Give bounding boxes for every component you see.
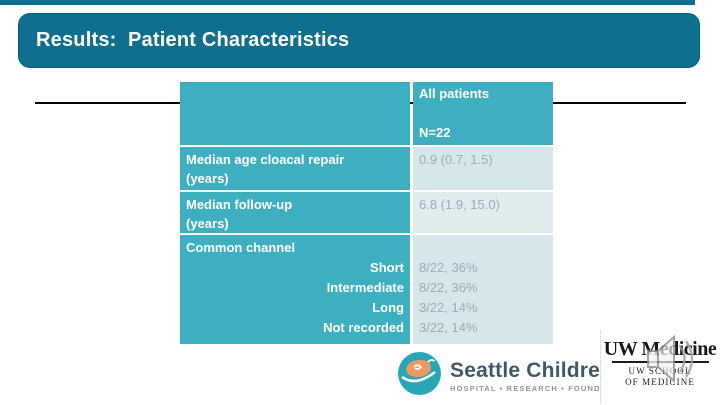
slide-title: Results: Patient Characteristics [36,29,350,51]
seattle-childrens-tagline: HOSPITAL • RESEARCH • FOUNDATION [450,383,630,393]
group-title: Common channel [186,240,296,255]
group-label-cell: Common channel Short Intermediate Long N… [180,235,410,344]
sub-value-not-recorded: 3/22, 14% [419,320,478,335]
sub-value-short: 8/22, 36% [419,260,478,275]
speaker-audio-icon[interactable] [643,332,701,391]
table-header-cell: All patients N=22 [413,82,553,145]
header-n-count: N=22 [419,125,451,140]
seattle-childrens-whale-icon [397,351,442,401]
header-all-patients: All patients [419,86,490,101]
top-accent-strip [0,0,695,5]
group-value-spacer [419,238,547,258]
seattle-childrens-name: Seattle Children's [450,358,631,382]
row-value-median-followup: 6.8 (1.9, 15.0) [413,192,553,233]
sub-label-intermediate: Intermediate [326,280,404,295]
seattle-childrens-text: Seattle Children's HOSPITAL • RESEARCH •… [450,358,631,393]
group-value-cell: 8/22, 36% 8/22, 36% 3/22, 14% 3/22, 14% [413,235,553,344]
seattle-childrens-logo: Seattle Children's HOSPITAL • RESEARCH •… [397,351,630,401]
patient-characteristics-table: All patients N=22 Median age cloacal rep… [180,82,553,344]
sub-label-short: Short [370,260,404,275]
sub-label-not-recorded: Not recorded [323,320,404,335]
uw-school-line2: OF MEDICINE [625,377,695,387]
table-header-empty-cell [180,82,410,145]
slide-title-bar: Results: Patient Characteristics [18,13,700,68]
row-value-median-age: 0.9 (0.7, 1.5) [413,147,553,190]
sub-value-intermediate: 8/22, 36% [419,280,478,295]
uw-school-line1: UW SCHOOL [628,366,692,376]
sub-label-long: Long [372,300,404,315]
row-label-median-followup: Median follow-up (years) [180,192,410,233]
sub-value-long: 3/22, 14% [419,300,478,315]
row-label-median-age: Median age cloacal repair (years) [180,147,410,190]
